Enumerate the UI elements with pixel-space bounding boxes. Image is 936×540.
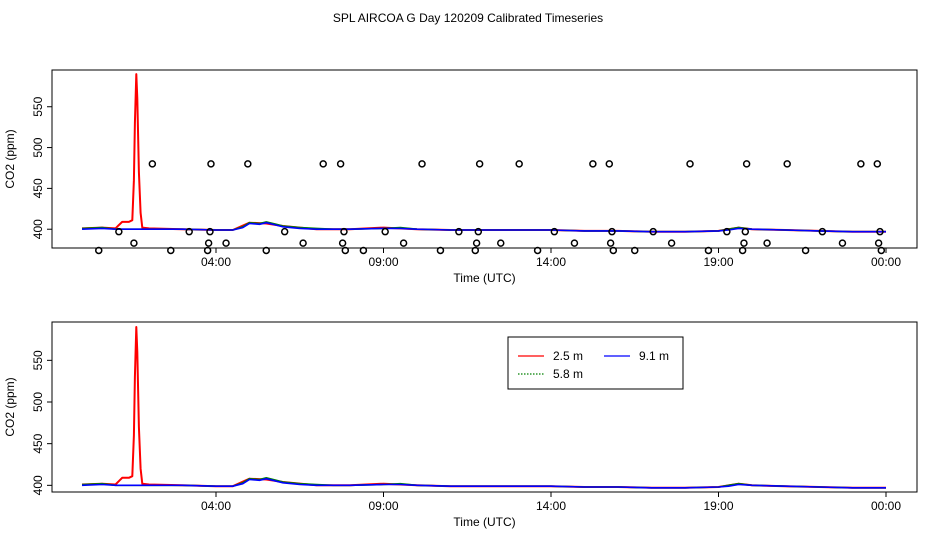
data-point: [533, 246, 542, 255]
data-point: [631, 246, 639, 255]
data-point: [115, 227, 123, 236]
data-point: [418, 160, 426, 168]
figure-title: SPL AIRCOA G Day 120209 Calibrated Times…: [333, 11, 603, 25]
data-point: [649, 227, 657, 236]
data-point: [667, 239, 676, 247]
data-point: [818, 227, 827, 236]
legend-box: [507, 336, 684, 390]
data-point: [876, 227, 884, 236]
data-point: [686, 160, 694, 168]
data-point: [550, 227, 559, 236]
x-tick-label: 14:00: [536, 255, 566, 269]
data-point: [207, 160, 215, 168]
data-point: [262, 246, 270, 255]
x-tick-label: 09:00: [368, 499, 398, 513]
y-axis-label: CO2 (ppm): [3, 129, 17, 188]
data-point: [763, 239, 771, 247]
data-point: [741, 227, 750, 236]
data-point: [838, 239, 847, 247]
x-axis-label: Time (UTC): [453, 515, 515, 529]
data-point: [95, 246, 103, 255]
data-point: [244, 160, 252, 168]
plot-frame: [51, 321, 918, 493]
data-point: [204, 239, 213, 247]
data-point: [455, 227, 463, 236]
data-point: [497, 239, 505, 247]
x-tick-label: 00:00: [871, 255, 901, 269]
data-point: [474, 227, 483, 236]
x-tick-label: 09:00: [368, 255, 398, 269]
data-point: [280, 227, 289, 236]
legend-label: 2.5 m: [553, 349, 583, 363]
series-line-2: [81, 477, 886, 489]
y-tick-label: 500: [31, 392, 45, 412]
data-point: [515, 160, 523, 168]
y-tick-label: 550: [31, 96, 45, 116]
data-point: [472, 239, 481, 247]
x-tick-label: 04:00: [201, 255, 231, 269]
x-tick-label: 00:00: [871, 499, 901, 513]
x-axis-label: Time (UTC): [453, 271, 515, 285]
y-tick-label: 400: [31, 475, 45, 495]
data-point: [606, 239, 615, 247]
data-point: [222, 239, 230, 247]
x-tick-label: 14:00: [536, 499, 566, 513]
data-point: [589, 160, 597, 168]
series-line-0: [81, 326, 886, 489]
bottom-panel: 04:00 09:00 14:00 19:00 00:00 400 450 500 550 Tim…: [3, 321, 918, 529]
data-point: [319, 160, 327, 168]
y-tick-label: 500: [31, 137, 45, 157]
data-point: [874, 239, 883, 247]
data-point: [341, 246, 350, 255]
y-tick-label: 450: [31, 433, 45, 453]
data-point: [723, 227, 731, 236]
data-point: [738, 246, 747, 255]
data-point: [570, 239, 579, 247]
legend-label: 9.1 m: [639, 349, 669, 363]
data-point: [299, 239, 307, 247]
data-point: [203, 246, 212, 255]
data-point: [608, 227, 616, 236]
data-point: [206, 227, 214, 236]
data-point: [167, 246, 175, 255]
data-point: [801, 246, 810, 255]
data-point: [740, 239, 748, 247]
series-line-0: [81, 73, 886, 233]
data-point: [399, 239, 408, 247]
data-point: [359, 246, 368, 255]
x-tick-label: 19:00: [703, 499, 733, 513]
data-point: [340, 227, 348, 236]
data-point: [471, 246, 480, 255]
data-point: [704, 246, 713, 255]
data-point: [873, 160, 882, 168]
legend-label: 5.8 m: [553, 367, 583, 381]
y-tick-label: 550: [31, 350, 45, 370]
data-point: [381, 227, 389, 236]
data-point: [877, 246, 886, 255]
data-point: [605, 160, 614, 168]
top-panel: 04:00 09:00 14:00 19:00 00:00 400 450 500 550 Tim…: [3, 69, 918, 285]
data-point: [857, 160, 865, 168]
data-point: [338, 239, 347, 247]
data-point: [148, 160, 157, 168]
data-point: [742, 160, 751, 168]
y-tick-label: 400: [31, 219, 45, 239]
data-point: [336, 160, 345, 168]
plot-frame: [51, 69, 918, 249]
data-point: [130, 239, 138, 247]
data-point: [436, 246, 445, 255]
data-point: [475, 160, 484, 168]
y-axis-label: CO2 (ppm): [3, 377, 17, 436]
data-point: [609, 246, 618, 255]
data-point: [185, 227, 193, 236]
y-tick-label: 450: [31, 178, 45, 198]
x-tick-label: 04:00: [201, 499, 231, 513]
legend: 2.5 m 9.1 m 5.8 m: [507, 336, 684, 390]
x-tick-label: 19:00: [703, 255, 733, 269]
data-point: [783, 160, 791, 168]
series-line-2: [81, 221, 886, 233]
